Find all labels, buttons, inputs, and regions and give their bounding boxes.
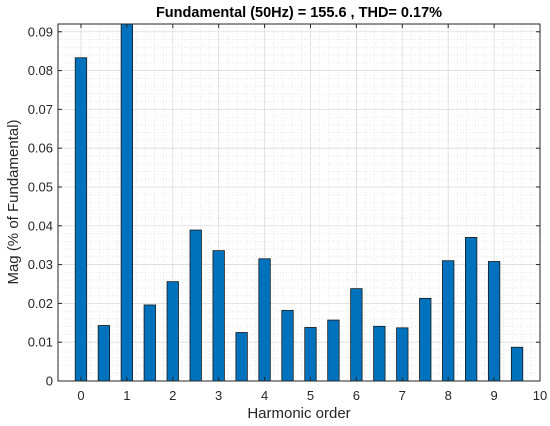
y-tick-label: 0 — [46, 374, 53, 389]
plot-box — [57, 23, 541, 382]
bar-harmonic-6 — [350, 288, 363, 382]
x-axis-tick-labels: 0 1 2 3 4 5 6 7 8 9 10 — [77, 388, 547, 403]
bar-harmonic-4.5 — [281, 309, 294, 382]
x-tick-label: 6 — [353, 388, 360, 403]
bar-harmonic-8 — [442, 260, 455, 382]
x-axis-title: Harmonic order — [247, 405, 350, 422]
bar-harmonic-3.5 — [235, 332, 248, 382]
x-tick-label: 3 — [215, 388, 222, 403]
y-tick-label: 0.04 — [28, 218, 53, 233]
x-tick-label: 7 — [399, 388, 406, 403]
bar-harmonic-6.5 — [373, 325, 386, 382]
y-tick-label: 0.08 — [28, 63, 53, 78]
bar-harmonic-5 — [304, 327, 317, 382]
x-tick-label: 4 — [261, 388, 268, 403]
bar-harmonic-4 — [258, 258, 271, 382]
x-tick-label: 10 — [533, 388, 547, 403]
y-tick-label: 0.03 — [28, 257, 53, 272]
x-tick-label: 5 — [307, 388, 314, 403]
y-axis-tick-labels: 0 0.01 0.02 0.03 0.04 0.05 0.06 0.07 0.08 0.09 — [28, 24, 53, 388]
y-tick-label: 0.01 — [28, 335, 53, 350]
bar-harmonic-1 — [120, 23, 133, 382]
bar-harmonic-0 — [74, 57, 88, 382]
chart-title: Fundamental (50Hz) = 155.6 , THD= 0.17% — [156, 5, 442, 21]
bar-harmonic-8.5 — [465, 237, 478, 382]
bar-harmonic-9 — [487, 261, 501, 382]
y-tick-label: 0.02 — [28, 296, 53, 311]
x-tick-label: 2 — [169, 388, 176, 403]
bar-harmonic-7 — [396, 327, 409, 382]
bar-harmonic-1.5 — [143, 304, 156, 382]
y-axis-title: Mag (% of Fundamental) — [5, 119, 22, 284]
y-tick-label: 0.07 — [28, 102, 53, 117]
bar-harmonic-2.5 — [189, 229, 202, 382]
x-tick-label: 1 — [123, 388, 130, 403]
x-tick-label: 9 — [490, 388, 497, 403]
bar-harmonic-3 — [212, 250, 225, 382]
bar-harmonic-0.5 — [97, 325, 111, 382]
y-tick-label: 0.06 — [28, 141, 53, 156]
y-tick-label: 0.09 — [28, 24, 53, 39]
y-tick-label: 0.05 — [28, 179, 53, 194]
bar-harmonic-2 — [166, 281, 179, 382]
bar-harmonic-5.5 — [327, 319, 340, 382]
tick-marks — [58, 24, 541, 382]
x-tick-label: 8 — [445, 388, 452, 403]
bar-harmonic-7.5 — [419, 297, 432, 382]
bar-harmonic-9.5 — [510, 346, 524, 382]
x-tick-label: 0 — [77, 388, 84, 403]
